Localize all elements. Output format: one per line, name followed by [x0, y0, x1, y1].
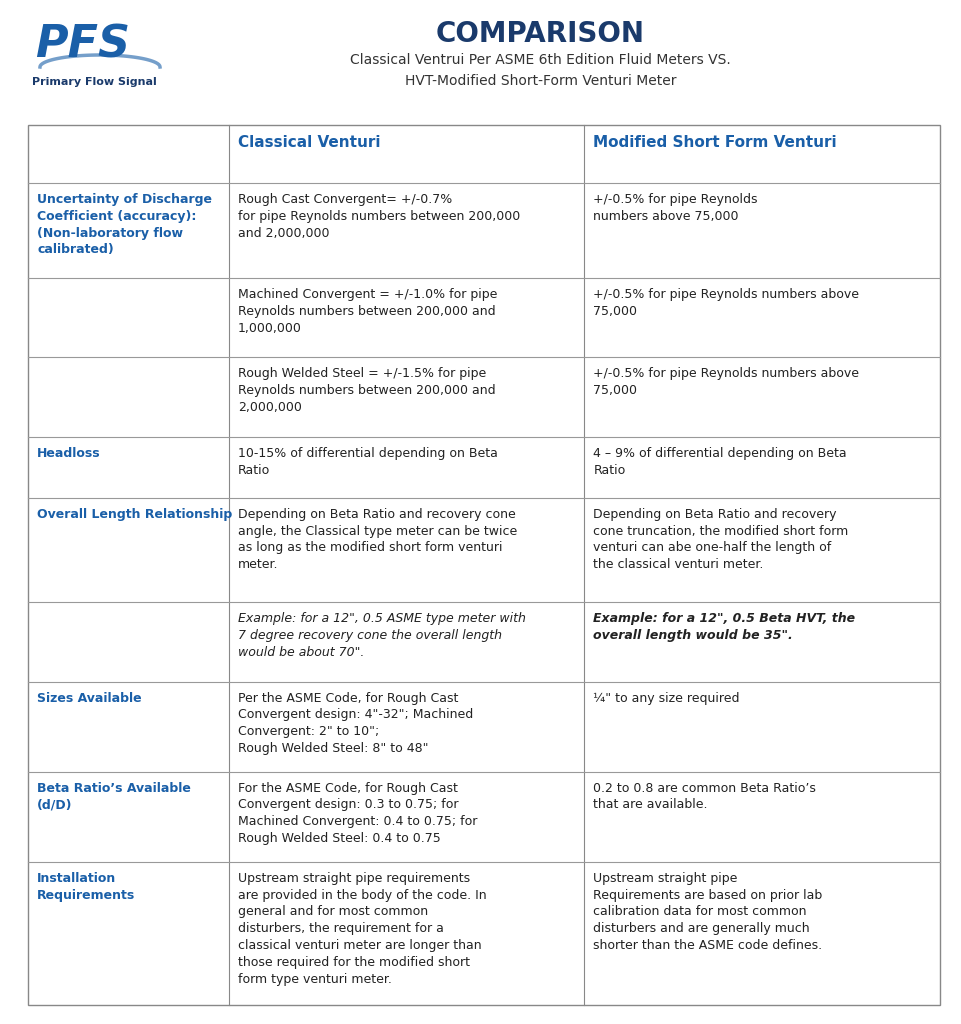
Text: Per the ASME Code, for Rough Cast
Convergent design: 4"-32"; Machined
Convergent: Per the ASME Code, for Rough Cast Conver…: [237, 691, 473, 755]
Text: Example: for a 12", 0.5 Beta HVT, the
overall length would be 35".: Example: for a 12", 0.5 Beta HVT, the ov…: [593, 612, 855, 642]
Text: +/-0.5% for pipe Reynolds numbers above
75,000: +/-0.5% for pipe Reynolds numbers above …: [593, 368, 859, 397]
Bar: [28, 125, 940, 1005]
Text: COMPARISON: COMPARISON: [436, 20, 645, 48]
Text: PFS: PFS: [35, 23, 130, 66]
Text: Machined Convergent = +/-1.0% for pipe
Reynolds numbers between 200,000 and
1,00: Machined Convergent = +/-1.0% for pipe R…: [237, 288, 497, 335]
Text: Primary Flow Signal: Primary Flow Signal: [32, 77, 157, 87]
Text: 4 – 9% of differential depending on Beta
Ratio: 4 – 9% of differential depending on Beta…: [593, 446, 847, 476]
Text: Installation
Requirements: Installation Requirements: [37, 871, 136, 901]
Text: Beta Ratio’s Available
(d/D): Beta Ratio’s Available (d/D): [37, 781, 191, 811]
Text: Sizes Available: Sizes Available: [37, 691, 141, 705]
Text: For the ASME Code, for Rough Cast
Convergent design: 0.3 to 0.75; for
Machined C: For the ASME Code, for Rough Cast Conver…: [237, 781, 477, 845]
Text: Overall Length Relationship: Overall Length Relationship: [37, 508, 233, 521]
Text: Modified Short Form Venturi: Modified Short Form Venturi: [593, 135, 837, 150]
Text: Uncertainty of Discharge
Coefficient (accuracy):
(Non-laboratory flow
calibrated: Uncertainty of Discharge Coefficient (ac…: [37, 194, 212, 256]
Text: Rough Welded Steel = +/-1.5% for pipe
Reynolds numbers between 200,000 and
2,000: Rough Welded Steel = +/-1.5% for pipe Re…: [237, 368, 495, 414]
Text: Upstream straight pipe
Requirements are based on prior lab
calibration data for : Upstream straight pipe Requirements are …: [593, 871, 823, 952]
Text: +/-0.5% for pipe Reynolds numbers above
75,000: +/-0.5% for pipe Reynolds numbers above …: [593, 288, 859, 317]
Text: Depending on Beta Ratio and recovery
cone truncation, the modified short form
ve: Depending on Beta Ratio and recovery con…: [593, 508, 849, 571]
Text: Rough Cast Convergent= +/-0.7%
for pipe Reynolds numbers between 200,000
and 2,0: Rough Cast Convergent= +/-0.7% for pipe …: [237, 194, 520, 240]
Text: Example: for a 12", 0.5 ASME type meter with
7 degree recovery cone the overall : Example: for a 12", 0.5 ASME type meter …: [237, 612, 526, 658]
Text: Upstream straight pipe requirements
are provided in the body of the code. In
gen: Upstream straight pipe requirements are …: [237, 871, 486, 985]
Text: Classical Venturi: Classical Venturi: [237, 135, 381, 150]
Text: Headloss: Headloss: [37, 446, 101, 460]
Text: Depending on Beta Ratio and recovery cone
angle, the Classical type meter can be: Depending on Beta Ratio and recovery con…: [237, 508, 517, 571]
Text: +/-0.5% for pipe Reynolds
numbers above 75,000: +/-0.5% for pipe Reynolds numbers above …: [593, 194, 758, 223]
Text: 10-15% of differential depending on Beta
Ratio: 10-15% of differential depending on Beta…: [237, 446, 498, 476]
Text: 0.2 to 0.8 are common Beta Ratio’s
that are available.: 0.2 to 0.8 are common Beta Ratio’s that …: [593, 781, 816, 811]
Text: ¼" to any size required: ¼" to any size required: [593, 691, 740, 705]
Text: Classical Ventrui Per ASME 6th Edition Fluid Meters VS.
HVT-Modified Short-Form : Classical Ventrui Per ASME 6th Edition F…: [350, 53, 731, 88]
